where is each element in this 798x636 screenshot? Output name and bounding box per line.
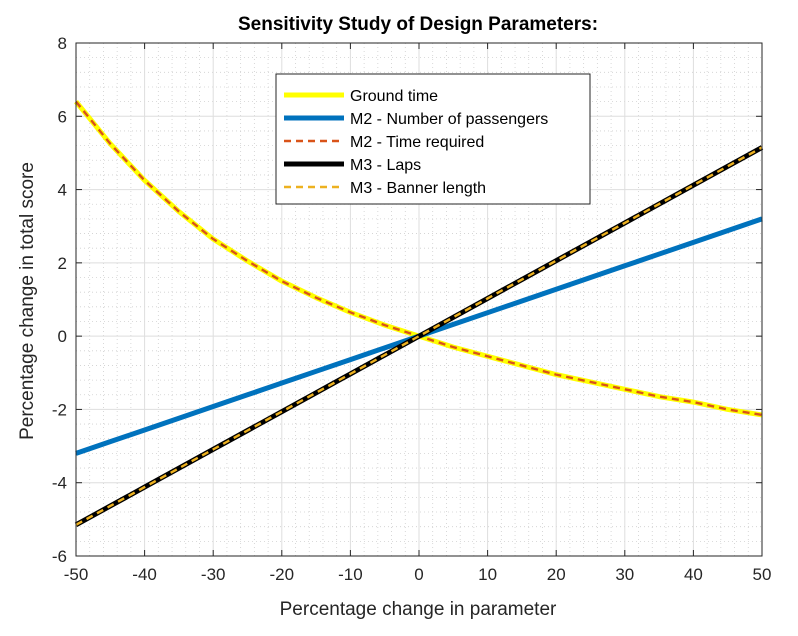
- x-tick-label: -20: [270, 565, 295, 584]
- x-tick-label: 10: [478, 565, 497, 584]
- legend-label-2: M2 - Number of passengers: [350, 111, 548, 128]
- y-tick-label: -4: [52, 474, 67, 493]
- x-ticks: -50 -40 -30 -20 -10 0 10 20 30 40 50: [64, 43, 772, 584]
- y-axis-label: Percentage change in total score: [17, 162, 38, 440]
- chart-title: Sensitivity Study of Design Parameters:: [238, 14, 598, 35]
- x-tick-label: -40: [132, 565, 157, 584]
- series-layer: [74, 100, 764, 528]
- x-tick-label: -30: [201, 565, 226, 584]
- x-tick-label: 30: [615, 565, 634, 584]
- minor-grid: [76, 43, 762, 556]
- y-tick-label: -6: [52, 547, 67, 566]
- legend-label-4: M3 - Laps: [350, 157, 421, 174]
- y-tick-label: 8: [58, 34, 67, 53]
- legend-label-1: Ground time: [350, 88, 438, 105]
- y-tick-label: 6: [58, 107, 67, 126]
- x-axis-label: Percentage change in parameter: [280, 599, 557, 620]
- x-tick-label: 50: [753, 565, 772, 584]
- legend-label-5: M3 - Banner length: [350, 180, 486, 197]
- legend-label-3: M2 - Time required: [350, 134, 484, 151]
- x-tick-label: -50: [64, 565, 89, 584]
- y-tick-label: 0: [58, 327, 67, 346]
- legend: Ground time M2 - Number of passengers M2 -…: [275, 73, 591, 205]
- x-tick-label: 0: [414, 565, 423, 584]
- y-tick-label: -2: [52, 400, 67, 419]
- x-tick-label: 40: [684, 565, 703, 584]
- x-tick-label: 20: [547, 565, 566, 584]
- y-ticks: -6 -4 -2 0 2 4 6 8: [52, 34, 762, 566]
- y-tick-label: 4: [58, 181, 67, 200]
- series-line-5: [75, 146, 763, 526]
- x-tick-label: -10: [338, 565, 363, 584]
- y-tick-label: 2: [58, 254, 67, 273]
